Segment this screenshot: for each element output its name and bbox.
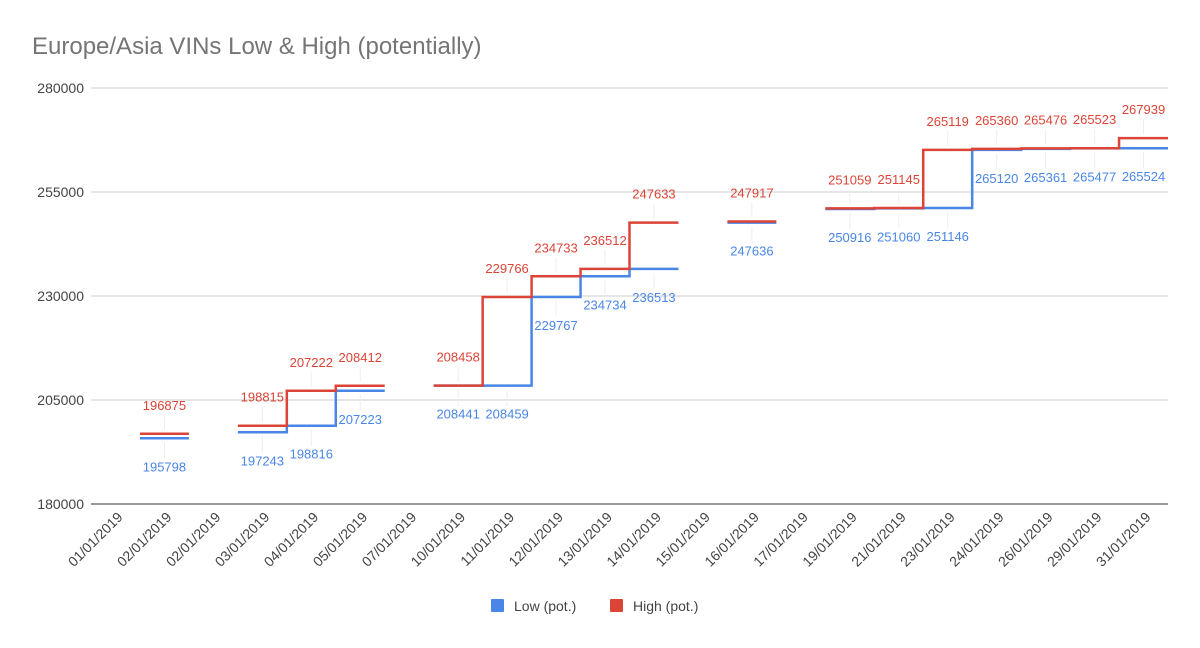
series-lines [139, 136, 1168, 440]
data-label-high: 229766 [485, 261, 528, 276]
data-label-low: 195798 [143, 459, 186, 474]
data-label-low: 265361 [1024, 170, 1067, 185]
legend: Low (pot.) High (pot.) [491, 598, 698, 614]
gridlines [91, 87, 1168, 505]
chart-title: Europe/Asia VINs Low & High (potentially… [32, 33, 482, 60]
data-label-high: 208458 [436, 350, 479, 365]
data-label-high: 236512 [583, 233, 626, 248]
data-label-low: 236513 [632, 290, 675, 305]
data-label-high: 247917 [730, 185, 773, 200]
data-label-high: 208412 [339, 350, 382, 365]
y-tick-label: 280000 [37, 80, 84, 96]
data-label-high: 247633 [632, 187, 675, 202]
y-tick-label: 180000 [37, 496, 84, 512]
data-label-high: 198815 [241, 390, 284, 405]
data-label-high: 265523 [1073, 112, 1116, 127]
data-label-high: 265360 [975, 113, 1018, 128]
data-label-low: 234734 [583, 297, 626, 312]
data-label-low: 208441 [436, 407, 479, 422]
data-label-low: 207223 [339, 412, 382, 427]
data-label-low: 265120 [975, 171, 1018, 186]
data-label-high: 196875 [143, 398, 186, 413]
data-label-low: 265524 [1122, 169, 1165, 184]
data-label-low: 251146 [926, 229, 968, 244]
y-axis-ticks: 180000 205000 230000 255000 280000 [37, 80, 84, 512]
legend-label-high: High (pot.) [633, 598, 698, 614]
x-axis-ticks: 01/01/201902/01/201902/01/201903/01/2019… [65, 509, 1154, 570]
data-label-low: 250916 [828, 230, 871, 245]
data-label-high: 251059 [828, 172, 871, 187]
series-line-high [237, 384, 385, 427]
data-label-low: 247636 [730, 244, 773, 259]
data-label-high: 234733 [534, 240, 577, 255]
data-label-high: 207222 [290, 355, 333, 370]
data-label-low: 198816 [290, 447, 333, 462]
data-label-low: 208459 [485, 407, 528, 422]
data-label-high: 251145 [878, 172, 920, 187]
data-label-low: 197243 [241, 453, 284, 468]
y-tick-label: 230000 [37, 288, 84, 304]
label-leaders [163, 119, 1145, 459]
series-line-high [433, 221, 679, 387]
legend-swatch-low [491, 599, 504, 612]
y-tick-label: 205000 [37, 392, 84, 408]
data-label-low: 229767 [534, 318, 577, 333]
data-label-high: 265119 [926, 114, 968, 129]
legend-label-low: Low (pot.) [514, 598, 576, 614]
legend-swatch-high [610, 599, 623, 612]
data-label-low: 265477 [1073, 169, 1116, 184]
data-label-low: 251060 [877, 229, 920, 244]
series-line-low [237, 389, 385, 434]
data-label-high: 267939 [1122, 102, 1165, 117]
data-label-high: 265476 [1024, 112, 1067, 127]
data-labels: 195798 197243 198816 207223 208441 208459 2297… [143, 102, 1165, 474]
y-tick-label: 255000 [37, 184, 84, 200]
series-line-high [825, 136, 1168, 210]
